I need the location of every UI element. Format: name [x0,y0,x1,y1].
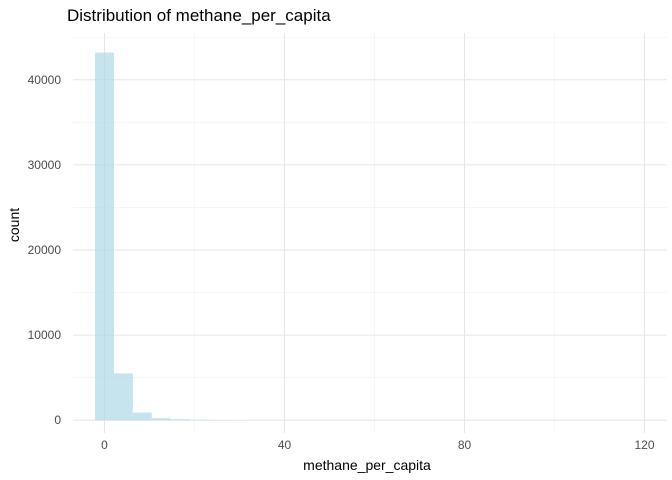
x-tick-label: 120 [634,438,654,452]
y-tick-label: 10000 [28,328,62,342]
histogram-bar [189,419,209,421]
histogram-bar [170,419,190,421]
x-tick-label: 80 [458,438,472,452]
y-tick-label: 20000 [28,243,62,257]
x-axis-ticks: 0 40 80 120 [101,438,655,452]
histogram-bars [95,52,247,421]
y-tick-label: 30000 [28,158,62,172]
y-axis-title: count [6,208,22,242]
y-axis-ticks: 0 10000 20000 30000 40000 [28,73,62,427]
histogram-bar [132,412,152,421]
histogram-bar [151,418,171,421]
x-tick-label: 0 [101,438,108,452]
x-tick-label: 40 [278,438,292,452]
histogram-bar [113,373,133,421]
x-axis-title: methane_per_capita [303,457,431,473]
histogram-bar [95,52,114,421]
y-tick-label: 0 [54,413,61,427]
chart-title: Distribution of methane_per_capita [67,6,331,25]
grid [73,33,667,433]
y-tick-label: 40000 [28,73,62,87]
